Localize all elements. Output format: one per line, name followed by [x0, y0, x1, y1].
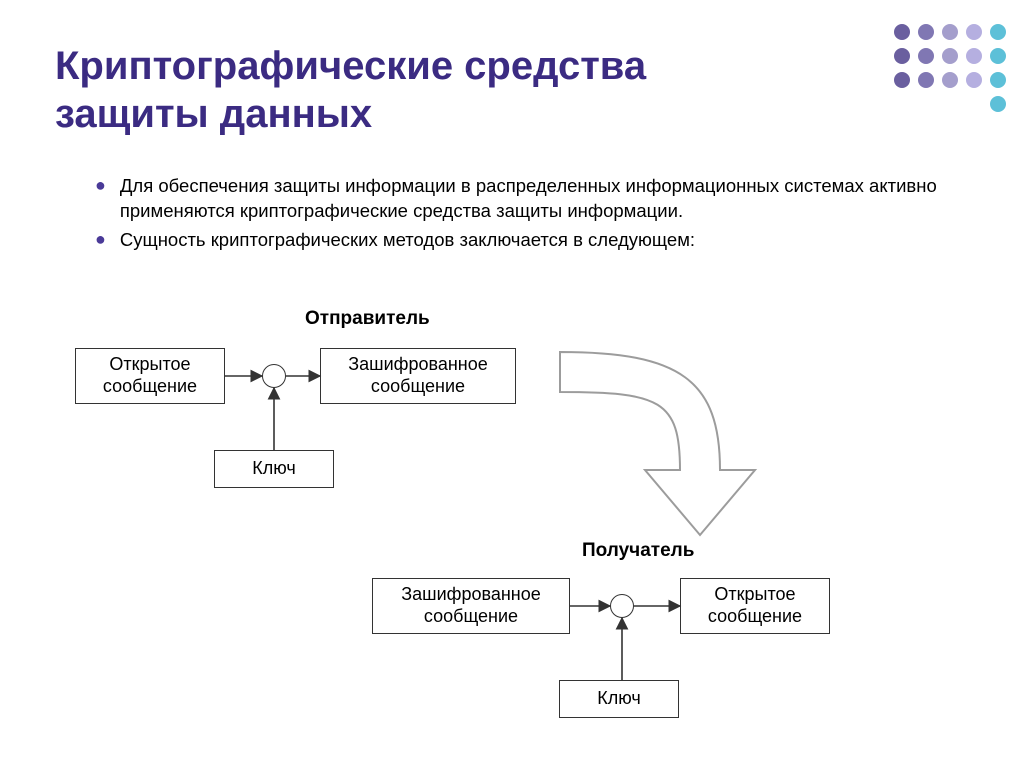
decor-dot: [990, 48, 1006, 64]
receiver-key-box: Ключ: [559, 680, 679, 718]
decor-dot: [918, 48, 934, 64]
slide-title: Криптографические средства защиты данных: [55, 42, 646, 138]
decor-dot: [918, 72, 934, 88]
bullet-list: ● Для обеспечения защиты информации в ра…: [85, 174, 945, 257]
title-line-2: защиты данных: [55, 92, 372, 136]
sender-key-box: Ключ: [214, 450, 334, 488]
decor-dot: [894, 48, 910, 64]
curved-transfer-arrow: [560, 352, 755, 535]
bullet-text: Для обеспечения защиты информации в расп…: [120, 174, 945, 224]
bullet-item: ● Для обеспечения защиты информации в ра…: [85, 174, 945, 224]
decor-dot: [990, 96, 1006, 112]
receiver-cipher-message-box: Зашифрованноесообщение: [372, 578, 570, 634]
receiver-mix-node: [610, 594, 634, 618]
decor-dot: [966, 72, 982, 88]
decor-dot: [942, 72, 958, 88]
decor-dot: [894, 72, 910, 88]
decor-dot: [918, 24, 934, 40]
sender-mix-node: [262, 364, 286, 388]
decor-dot: [942, 48, 958, 64]
sender-label: Отправитель: [305, 308, 430, 330]
decor-dot: [942, 24, 958, 40]
bullet-dot-icon: ●: [95, 174, 106, 196]
receiver-open-message-box: Открытоесообщение: [680, 578, 830, 634]
sender-open-message-box: Открытоесообщение: [75, 348, 225, 404]
bullet-item: ● Сущность криптографических методов зак…: [85, 228, 945, 253]
sender-cipher-message-box: Зашифрованноесообщение: [320, 348, 516, 404]
title-line-1: Криптографические средства: [55, 44, 646, 88]
bullet-dot-icon: ●: [95, 228, 106, 250]
decor-dot: [990, 24, 1006, 40]
decor-dot: [966, 24, 982, 40]
receiver-label: Получатель: [582, 540, 694, 562]
decor-dot: [990, 72, 1006, 88]
bullet-text: Сущность криптографических методов заклю…: [120, 228, 695, 253]
decor-dot: [894, 24, 910, 40]
decor-dot: [966, 48, 982, 64]
